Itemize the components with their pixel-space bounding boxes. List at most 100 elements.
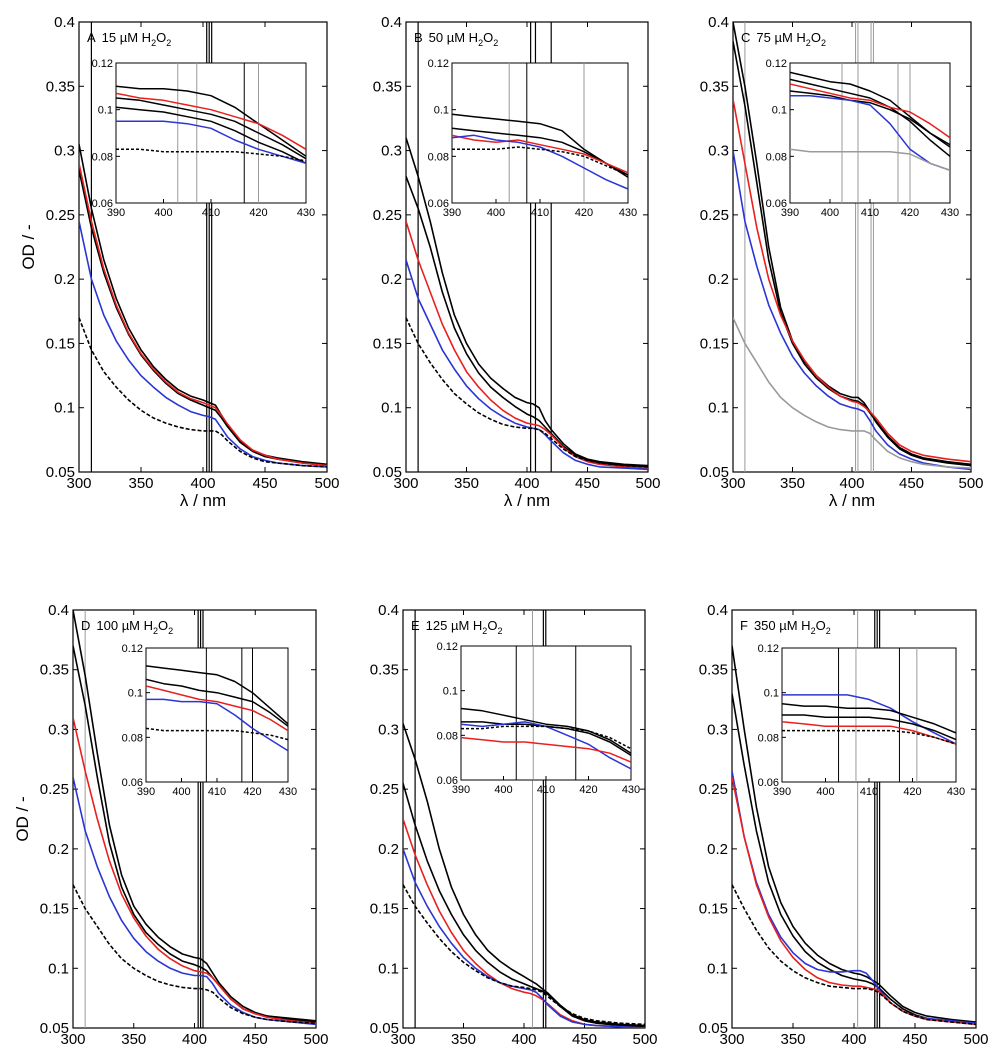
- y-tick-label: 0.15: [40, 901, 69, 918]
- subscript: 2: [497, 626, 502, 636]
- x-tick-label: 450: [902, 1031, 927, 1048]
- panel-label: C 75 µM H2O2: [741, 30, 826, 48]
- y-tick-label: 0.15: [699, 901, 728, 918]
- panel-concentration: 100 µM H: [96, 618, 153, 633]
- inset-series-line-blue: [790, 94, 950, 172]
- x-tick-label: 300: [719, 1031, 744, 1048]
- subscript: 2: [482, 626, 487, 636]
- x-tick-label: 350: [454, 475, 479, 492]
- y-tick-label: 0.3: [708, 143, 729, 160]
- y-tick-label: 0.25: [370, 781, 399, 798]
- inset-y-tick-label: 0.06: [766, 198, 787, 210]
- panel-letter: F: [740, 618, 748, 633]
- y-tick-label: 0.05: [699, 1020, 728, 1037]
- x-tick-label: 500: [635, 475, 660, 492]
- inset-series-line-blue: [782, 694, 956, 745]
- inset-x-tick-label: 390: [781, 207, 799, 219]
- subscript: 2: [811, 626, 816, 636]
- panel-E: 300 350 400 450 500 0.05 0.1 0.15 0.2 0.25 0.3 0.35…: [370, 602, 658, 1050]
- inset-series-line-black: [790, 78, 950, 157]
- inset-x-tick-label: 390: [773, 786, 791, 798]
- series-line-black: [73, 610, 316, 1022]
- y-tick-label: 0.4: [708, 14, 729, 31]
- y-tick-label: 0.4: [707, 602, 728, 619]
- inset-y-tick-label: 0.08: [437, 730, 458, 742]
- y-tick-label: 0.25: [699, 781, 728, 798]
- subscript: 2: [826, 626, 831, 636]
- subscript: 2: [151, 38, 156, 48]
- inset-y-tick-label: 0.08: [758, 732, 779, 744]
- inset-y-tick-label: 0.06: [428, 198, 449, 210]
- inset-series-line-black: [146, 665, 288, 725]
- series-line-black: [406, 176, 648, 468]
- inset-D: 390 400 410 420 430 0.06 0.08 0.1 0.12: [122, 643, 298, 798]
- inset-x-tick-label: 400: [154, 207, 172, 219]
- inset-frame: [789, 62, 951, 204]
- inset-series-line-red: [452, 134, 628, 174]
- inset-series-line-gray: [790, 148, 950, 172]
- x-tick-label: 450: [243, 1031, 268, 1048]
- panel-concentration: 15 µM H: [102, 30, 151, 45]
- panel-D: 300 350 400 450 500 0.05 0.1 0.15 0.2 0.25 0.3 0.35…: [13, 602, 329, 1050]
- y-tick-label: 0.05: [370, 1020, 399, 1037]
- inset-y-tick-label: 0.12: [766, 58, 787, 70]
- y-tick-label: 0.1: [381, 400, 402, 417]
- y-tick-label: 0.2: [707, 841, 728, 858]
- formula-o: O: [816, 618, 826, 633]
- y-tick-label: 0.4: [48, 602, 69, 619]
- inset-series-line-black: [116, 85, 306, 157]
- series-line-black: [403, 782, 645, 1028]
- x-tick-label: 450: [899, 475, 924, 492]
- y-tick-label: 0.25: [40, 781, 69, 798]
- formula-o: O: [483, 30, 493, 45]
- y-tick-label: 0.3: [381, 143, 402, 160]
- inset-y-tick-label: 0.1: [434, 105, 449, 117]
- panel-letter: C: [741, 30, 750, 45]
- inset-x-tick-label: 400: [494, 784, 512, 796]
- series-line-black: [732, 884, 976, 1026]
- x-tick-label: 400: [839, 475, 864, 492]
- y-tick-label: 0.15: [370, 901, 399, 918]
- panel-label: A 15 µM H2O2: [87, 30, 171, 48]
- inset-x-tick-label: 400: [487, 207, 505, 219]
- inset-series-line-red: [146, 685, 288, 732]
- y-tick-label: 0.4: [54, 14, 75, 31]
- inset-y-tick-label: 0.12: [758, 643, 779, 655]
- inset-x-tick-label: 390: [452, 784, 470, 796]
- inset-F: 390 400 410 420 430 0.06 0.08 0.1 0.12: [758, 643, 966, 798]
- inset-x-tick-label: 420: [579, 784, 597, 796]
- inset-x-tick-label: 430: [619, 207, 637, 219]
- y-tick-label: 0.25: [46, 207, 75, 224]
- y-tick-label: 0.1: [378, 960, 399, 977]
- subscript: 2: [168, 626, 173, 636]
- panel-label: D 100 µM H2O2: [81, 618, 173, 636]
- x-tick-label: 400: [514, 475, 539, 492]
- series-line-red: [73, 717, 316, 1024]
- panel-letter: B: [414, 30, 423, 45]
- inset-x-tick-label: 430: [947, 786, 965, 798]
- series-line-black: [733, 41, 971, 466]
- x-tick-label: 300: [60, 1031, 85, 1048]
- inset-x-tick-label: 410: [860, 786, 878, 798]
- x-axis-label: λ / nm: [504, 491, 550, 510]
- panel-concentration: 75 µM H: [756, 30, 805, 45]
- inset-frame: [460, 645, 632, 781]
- inset-series-line-black: [116, 148, 306, 162]
- x-tick-label: 300: [720, 475, 745, 492]
- y-tick-label: 0.15: [373, 335, 402, 352]
- inset-series-line-red: [790, 83, 950, 139]
- series-line-red: [79, 163, 327, 467]
- inset-series-line-black: [782, 729, 956, 745]
- x-tick-label: 350: [451, 1031, 476, 1048]
- x-tick-label: 300: [66, 475, 91, 492]
- y-tick-label: 0.15: [700, 335, 729, 352]
- panel-concentration: 50 µM H: [429, 30, 478, 45]
- subscript: 2: [821, 38, 826, 48]
- inset-series-line-black: [146, 678, 288, 727]
- panel-label: F 350 µM H2O2: [740, 618, 831, 636]
- x-tick-label: 400: [841, 1031, 866, 1048]
- y-tick-label: 0.35: [700, 78, 729, 95]
- inset-series-line-black: [790, 90, 950, 148]
- panel-A: 300 350 400 450 500 0.05 0.1 0.15 0.2 0.25 0.3 0.35…: [19, 14, 340, 510]
- y-tick-label: 0.4: [381, 14, 402, 31]
